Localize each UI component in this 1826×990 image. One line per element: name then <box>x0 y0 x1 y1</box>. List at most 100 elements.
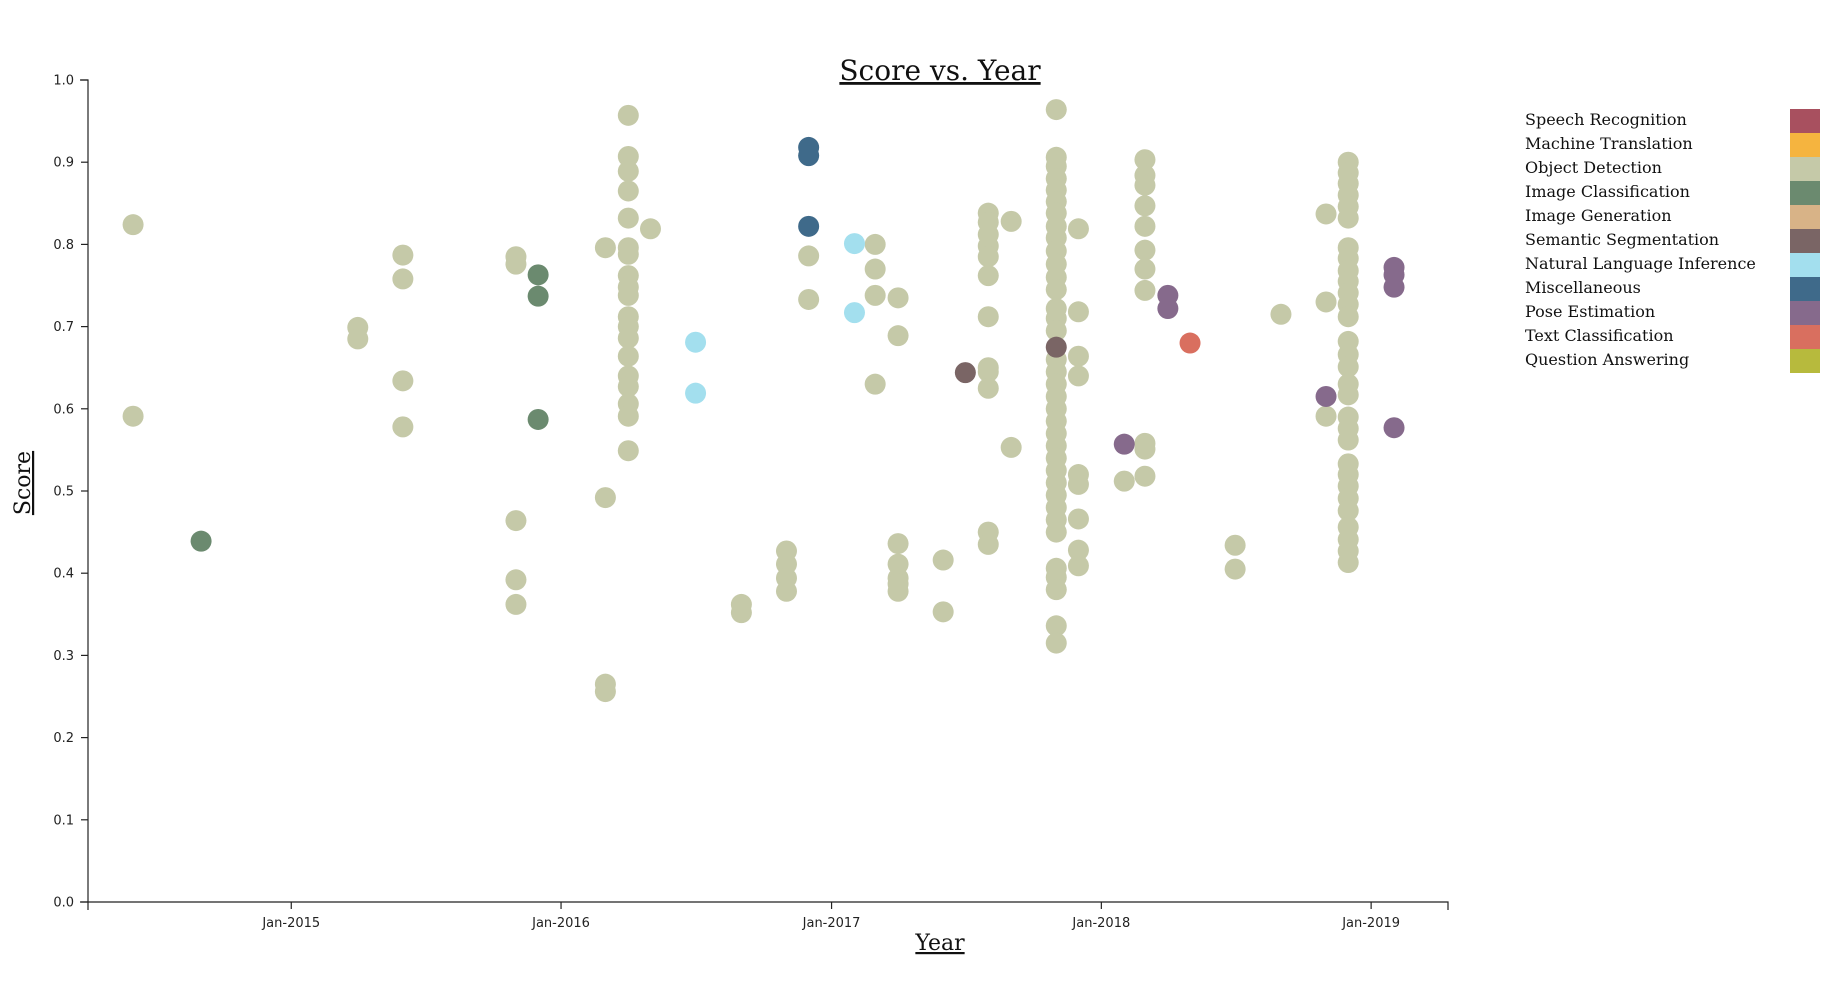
data-point <box>347 328 369 350</box>
data-point <box>1134 195 1156 217</box>
data-point <box>1134 279 1156 301</box>
data-point <box>1067 218 1089 240</box>
legend-swatch <box>1790 349 1820 373</box>
data-point <box>1067 508 1089 530</box>
axes: Jan-2015 Jan-2016 Jan-2017 Jan-2018 Jan-2019… <box>53 74 1449 931</box>
y-tick-label: 0.9 <box>53 156 74 171</box>
data-point <box>1337 552 1359 574</box>
data-point <box>617 145 639 167</box>
legend-label: Image Classification <box>1525 182 1690 201</box>
data-point <box>887 533 909 555</box>
y-tick-label: 0.8 <box>53 238 74 253</box>
data-point <box>864 284 886 306</box>
data-point <box>617 207 639 229</box>
legend-label: Object Detection <box>1525 158 1662 177</box>
data-point <box>617 345 639 367</box>
legend-swatch <box>1790 181 1820 205</box>
x-tick-label: Jan-2017 <box>802 916 861 931</box>
y-tick-label: 0.6 <box>53 402 74 417</box>
x-axis-line <box>87 901 1449 910</box>
data-point <box>1067 539 1089 561</box>
data-point <box>1045 521 1067 543</box>
data-point <box>977 246 999 268</box>
data-point <box>1134 215 1156 237</box>
data-point <box>505 569 527 591</box>
data-point <box>798 145 820 167</box>
data-point <box>685 331 707 353</box>
data-point <box>617 104 639 126</box>
data-point <box>1045 336 1067 358</box>
data-point <box>1045 632 1067 654</box>
legend-swatch <box>1790 277 1820 301</box>
legend-label: Question Answering <box>1525 350 1689 369</box>
data-point <box>190 530 212 552</box>
legend-label: Speech Recognition <box>1525 110 1687 129</box>
legend-label: Machine Translation <box>1525 134 1693 153</box>
data-point <box>1045 320 1067 342</box>
data-point <box>527 408 549 430</box>
data-point <box>887 287 909 309</box>
y-tick-label: 0.7 <box>53 320 74 335</box>
data-point <box>1067 365 1089 387</box>
y-tick-label: 0.0 <box>53 896 74 911</box>
data-point <box>1337 500 1359 522</box>
legend-label: Image Generation <box>1525 206 1672 225</box>
data-point <box>864 373 886 395</box>
legend-label: Pose Estimation <box>1525 302 1655 321</box>
data-point <box>685 382 707 404</box>
data-point <box>639 218 661 240</box>
data-point <box>798 215 820 237</box>
y-axis-ticks: 0.0 0.1 0.2 0.3 0.4 0.5 0.6 0.7 0.8 0.9 1.0 <box>53 74 88 911</box>
x-tick-label: Jan-2015 <box>261 916 320 931</box>
data-point <box>527 285 549 307</box>
data-point <box>594 237 616 259</box>
legend-label: Natural Language Inference <box>1525 254 1756 273</box>
data-point <box>932 549 954 571</box>
data-point <box>1067 473 1089 495</box>
y-axis-title: Score <box>11 451 36 515</box>
data-point <box>1315 291 1337 313</box>
data-point <box>864 233 886 255</box>
legend-swatch <box>1790 205 1820 229</box>
data-point <box>1315 203 1337 225</box>
data-point <box>843 302 865 324</box>
data-point <box>1045 279 1067 301</box>
data-points <box>122 99 1405 703</box>
data-point <box>977 377 999 399</box>
data-point <box>505 593 527 615</box>
data-point <box>1067 555 1089 577</box>
data-point <box>932 601 954 623</box>
data-point <box>1134 239 1156 261</box>
data-point <box>1224 534 1246 556</box>
legend-label: Text Classification <box>1525 326 1674 345</box>
data-point <box>594 487 616 509</box>
y-tick-label: 0.2 <box>53 731 74 746</box>
legend-swatch <box>1790 229 1820 253</box>
y-tick-label: 0.1 <box>53 813 74 828</box>
data-point <box>1045 615 1067 637</box>
data-point <box>977 361 999 383</box>
legend-label: Semantic Segmentation <box>1525 230 1719 249</box>
data-point <box>392 416 414 438</box>
data-point <box>1134 174 1156 196</box>
data-point <box>1315 405 1337 427</box>
data-point <box>1134 149 1156 171</box>
legend-swatch <box>1790 133 1820 157</box>
data-point <box>1134 465 1156 487</box>
x-tick-label: Jan-2018 <box>1071 916 1130 931</box>
data-point <box>1270 303 1292 325</box>
x-tick-label: Jan-2016 <box>531 916 590 931</box>
data-point <box>122 405 144 427</box>
legend-swatch <box>1790 325 1820 349</box>
x-axis-ticks: Jan-2015 Jan-2016 Jan-2017 Jan-2018 Jan-2019 <box>261 902 1400 931</box>
y-tick-label: 1.0 <box>53 74 74 89</box>
data-point <box>730 602 752 624</box>
data-point <box>1045 579 1067 601</box>
data-point <box>977 265 999 287</box>
data-point <box>1383 417 1405 439</box>
data-point <box>392 370 414 392</box>
data-point <box>1315 385 1337 407</box>
legend-label: Miscellaneous <box>1525 278 1641 297</box>
legend: Speech Recognition Machine Translation Obj… <box>1525 109 1820 373</box>
